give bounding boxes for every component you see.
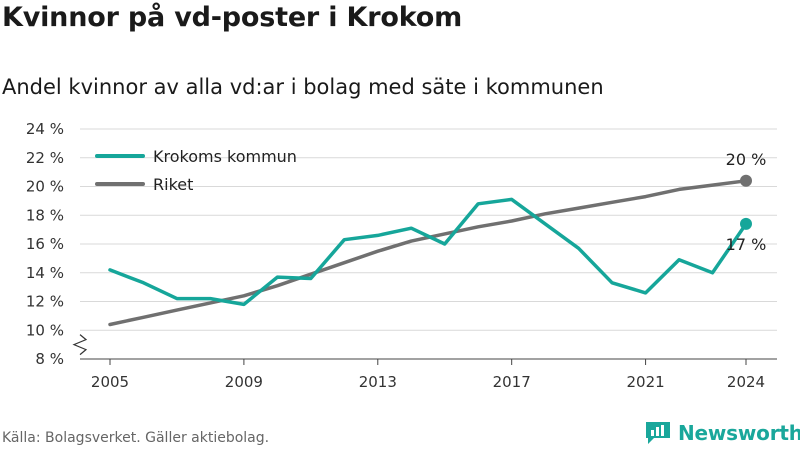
x-tick-label: 2009 xyxy=(225,373,263,391)
series-line-krokom xyxy=(108,197,748,307)
y-tick-label: 16 % xyxy=(26,235,64,253)
y-tick-label: 10 % xyxy=(26,321,64,339)
y-tick-label: 18 % xyxy=(26,206,64,224)
legend-label-riket: Riket xyxy=(153,175,193,194)
y-tick-label: 14 % xyxy=(26,264,64,282)
end-label-riket: 20 % xyxy=(726,150,767,169)
line-chart: 8 % 10 % 12 % 14 % 16 % 18 % 20 % 22 % 24 % 2005 2… xyxy=(26,120,777,391)
brand-logo: Newsworthy xyxy=(644,420,800,446)
y-tick-label: 22 % xyxy=(26,149,64,167)
end-label-krokom: 17 % xyxy=(726,235,767,254)
series-line-riket xyxy=(108,179,748,327)
legend-label-krokom: Krokoms kommun xyxy=(153,147,297,166)
newsworthy-logo-icon xyxy=(646,422,670,444)
y-tick-label: 20 % xyxy=(26,178,64,196)
x-tick-label: 2017 xyxy=(493,373,531,391)
end-point-riket xyxy=(740,174,752,187)
end-point-krokom xyxy=(740,217,752,230)
x-tick-label: 2005 xyxy=(91,373,129,391)
y-tick-label: 8 % xyxy=(35,350,64,368)
chart-subtitle: Andel kvinnor av alla vd:ar i bolag med … xyxy=(2,75,604,99)
x-tick-label: 2013 xyxy=(359,373,397,391)
source-note: Källa: Bolagsverket. Gäller aktiebolag. xyxy=(2,430,270,446)
x-tick-label: 2024 xyxy=(727,373,765,391)
y-tick-label: 12 % xyxy=(26,293,64,311)
axis-break-icon xyxy=(72,334,88,356)
chart-title: Kvinnor på vd-poster i Krokom xyxy=(2,2,463,33)
x-tick-label: 2021 xyxy=(626,373,664,391)
brand-name: Newsworthy xyxy=(678,421,800,445)
y-tick-label: 24 % xyxy=(26,120,64,138)
